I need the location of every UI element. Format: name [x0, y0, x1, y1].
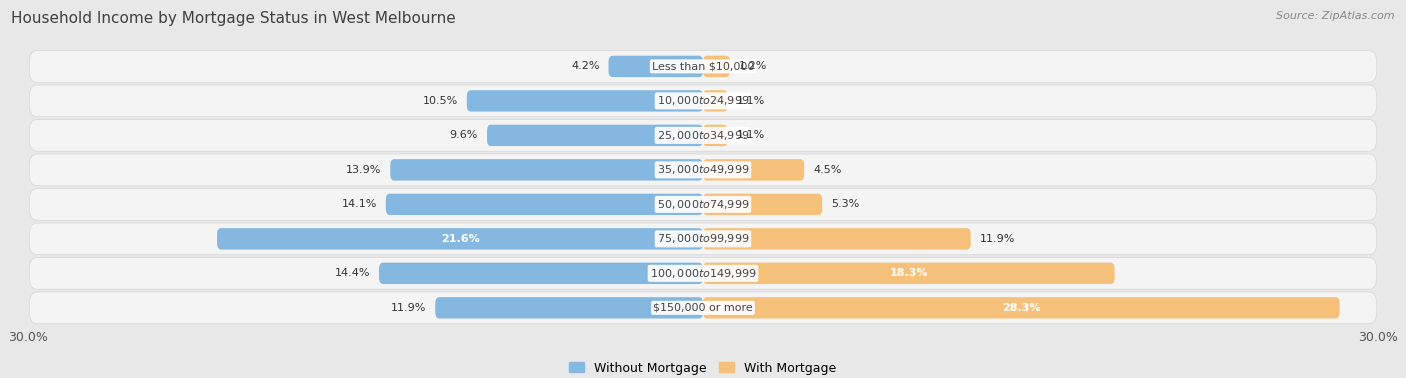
FancyBboxPatch shape [703, 56, 730, 77]
FancyBboxPatch shape [703, 90, 728, 112]
Text: 4.5%: 4.5% [813, 165, 842, 175]
Text: $25,000 to $34,999: $25,000 to $34,999 [657, 129, 749, 142]
Text: 21.6%: 21.6% [440, 234, 479, 244]
Text: $100,000 to $149,999: $100,000 to $149,999 [650, 267, 756, 280]
FancyBboxPatch shape [30, 119, 1376, 151]
Text: 1.1%: 1.1% [737, 130, 765, 140]
FancyBboxPatch shape [217, 228, 703, 249]
Text: 1.2%: 1.2% [740, 61, 768, 71]
FancyBboxPatch shape [380, 263, 703, 284]
FancyBboxPatch shape [30, 51, 1376, 82]
FancyBboxPatch shape [703, 159, 804, 181]
Text: 1.1%: 1.1% [737, 96, 765, 106]
FancyBboxPatch shape [703, 194, 823, 215]
FancyBboxPatch shape [30, 85, 1376, 117]
Text: 13.9%: 13.9% [346, 165, 381, 175]
Text: 18.3%: 18.3% [890, 268, 928, 278]
Text: 11.9%: 11.9% [980, 234, 1015, 244]
FancyBboxPatch shape [385, 194, 703, 215]
Text: Source: ZipAtlas.com: Source: ZipAtlas.com [1277, 11, 1395, 21]
FancyBboxPatch shape [30, 154, 1376, 186]
FancyBboxPatch shape [467, 90, 703, 112]
FancyBboxPatch shape [703, 297, 1340, 319]
Text: $10,000 to $24,999: $10,000 to $24,999 [657, 94, 749, 107]
Text: $75,000 to $99,999: $75,000 to $99,999 [657, 232, 749, 245]
Text: 11.9%: 11.9% [391, 303, 426, 313]
Text: Less than $10,000: Less than $10,000 [652, 61, 754, 71]
Text: Household Income by Mortgage Status in West Melbourne: Household Income by Mortgage Status in W… [11, 11, 456, 26]
Text: $35,000 to $49,999: $35,000 to $49,999 [657, 163, 749, 177]
Text: 5.3%: 5.3% [831, 199, 859, 209]
FancyBboxPatch shape [703, 228, 970, 249]
FancyBboxPatch shape [30, 223, 1376, 255]
Text: 4.2%: 4.2% [571, 61, 599, 71]
FancyBboxPatch shape [486, 125, 703, 146]
FancyBboxPatch shape [391, 159, 703, 181]
FancyBboxPatch shape [609, 56, 703, 77]
Text: 9.6%: 9.6% [450, 130, 478, 140]
Text: 14.4%: 14.4% [335, 268, 370, 278]
Text: $50,000 to $74,999: $50,000 to $74,999 [657, 198, 749, 211]
Legend: Without Mortgage, With Mortgage: Without Mortgage, With Mortgage [564, 356, 842, 378]
FancyBboxPatch shape [703, 125, 728, 146]
Text: $150,000 or more: $150,000 or more [654, 303, 752, 313]
FancyBboxPatch shape [30, 189, 1376, 220]
Text: 28.3%: 28.3% [1002, 303, 1040, 313]
FancyBboxPatch shape [30, 292, 1376, 324]
Text: 10.5%: 10.5% [423, 96, 458, 106]
FancyBboxPatch shape [703, 263, 1115, 284]
FancyBboxPatch shape [436, 297, 703, 319]
FancyBboxPatch shape [30, 257, 1376, 289]
Text: 14.1%: 14.1% [342, 199, 377, 209]
